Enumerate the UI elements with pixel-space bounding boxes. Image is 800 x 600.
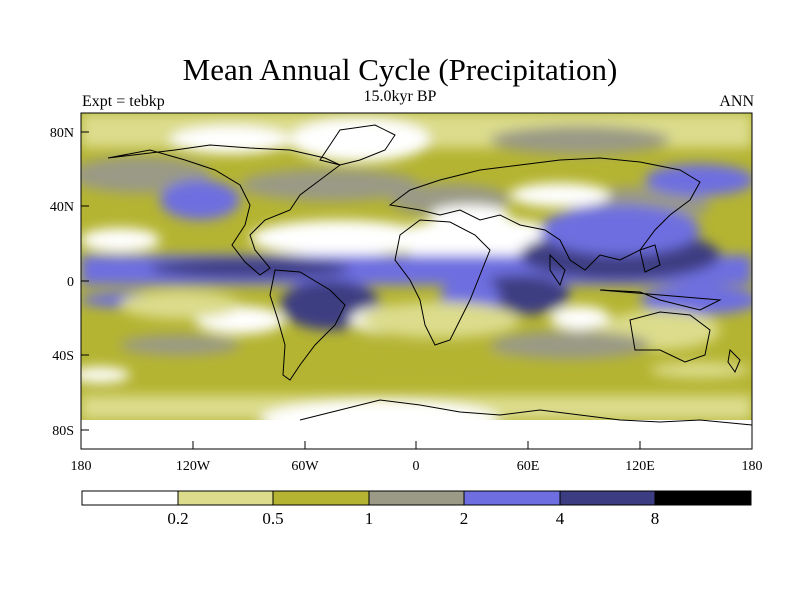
lat-tick-label: 80S: [52, 424, 74, 439]
lon-tick-label: 0: [413, 459, 420, 474]
lon-tick-label: 180: [71, 459, 92, 474]
colorbar-frame: [81, 490, 752, 506]
lon-tick-label: 180: [742, 459, 763, 474]
map-subtitle: 15.0kyr BP: [363, 88, 437, 105]
lat-tick-label: 0: [67, 275, 74, 290]
colorbar-label: 1: [365, 509, 374, 528]
colorbar-swatch: [655, 491, 751, 505]
colorbar-label: 0.5: [262, 509, 283, 528]
colorbar-swatch: [178, 491, 273, 505]
colorbar-swatch: [369, 491, 464, 505]
latitude-axis: 80N 40N 0 40S 80S: [50, 126, 89, 439]
colorbar-label: 0.2: [167, 509, 188, 528]
colorbar-label: 8: [651, 509, 660, 528]
colorbar-swatch: [464, 491, 560, 505]
experiment-label: Expt = tebkp: [82, 93, 165, 110]
colorbar-label: 2: [460, 509, 469, 528]
lon-tick-label: 120E: [625, 459, 655, 474]
longitude-axis: 180 120W 60W 0 60E 120E 180: [71, 441, 763, 474]
colorbar: 0.2 0.5 1 2 4 8: [81, 490, 752, 528]
lon-tick-label: 120W: [176, 459, 211, 474]
lon-tick-label: 60E: [517, 459, 540, 474]
colorbar-label: 4: [556, 509, 565, 528]
map-title: Mean Annual Cycle (Precipitation): [182, 52, 618, 87]
colorbar-swatch: [82, 491, 178, 505]
colorbar-swatch: [273, 491, 369, 505]
lat-tick-label: 40N: [50, 200, 74, 215]
lat-tick-label: 80N: [50, 126, 74, 141]
coastlines: [107, 124, 752, 426]
precipitation-field: [81, 113, 752, 449]
colorbar-swatch: [560, 491, 655, 505]
lon-tick-label: 60W: [291, 459, 319, 474]
lat-tick-label: 40S: [52, 349, 74, 364]
season-label: ANN: [719, 93, 754, 110]
